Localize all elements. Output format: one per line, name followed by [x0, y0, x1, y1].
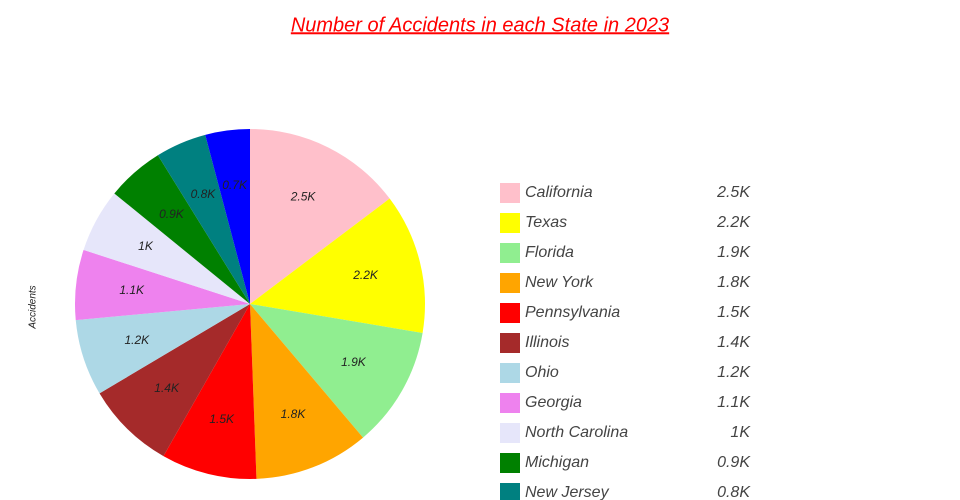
legend-label: New Jersey	[525, 484, 610, 500]
legend-label: Florida	[525, 244, 574, 261]
legend-swatch	[500, 243, 520, 263]
pie-slice	[250, 304, 423, 438]
legend-value: 2.2K	[716, 214, 751, 231]
legend-value: 0.9K	[717, 454, 751, 471]
legend-swatch	[500, 483, 520, 500]
legend-swatch	[500, 213, 520, 233]
legend-label: Texas	[525, 214, 567, 231]
pie-slice	[250, 129, 390, 304]
legend-swatch	[500, 183, 520, 203]
legend-label: Michigan	[525, 454, 589, 471]
legend-value: 1.5K	[717, 304, 751, 321]
legend-label: Georgia	[525, 394, 582, 411]
slice-label: 1.8K	[281, 407, 307, 421]
pie-slice	[157, 134, 250, 304]
slice-label: 1.1K	[119, 283, 145, 297]
legend-value: 1.8K	[717, 274, 751, 291]
legend-label: North Carolina	[525, 424, 628, 441]
legend-value: 1.9K	[717, 244, 751, 261]
legend-swatch	[500, 423, 520, 443]
legend-swatch	[500, 303, 520, 323]
y-axis-label: Accidents	[28, 285, 39, 329]
legend-label: Ohio	[525, 364, 559, 381]
slice-label: 2.2K	[352, 268, 379, 282]
chart-title: Number of Accidents in each State in 202…	[291, 14, 669, 36]
slice-label: 0.9K	[159, 207, 185, 221]
legend-label: Pennsylvania	[525, 304, 620, 321]
slice-label: 0.8K	[191, 187, 217, 201]
legend-swatch	[500, 393, 520, 413]
legend-label: New York	[525, 274, 594, 291]
legend-value: 1K	[730, 424, 751, 441]
pie-slice	[163, 304, 257, 479]
legend-swatch	[500, 363, 520, 383]
slice-label: 1K	[138, 239, 154, 253]
legend-value: 1.2K	[717, 364, 751, 381]
legend-value: 0.8K	[717, 484, 751, 500]
legend-swatch	[500, 453, 520, 473]
legend-value: 1.4K	[717, 334, 751, 351]
slice-label: 2.5K	[290, 190, 317, 204]
slice-label: 1.9K	[341, 355, 367, 369]
legend-swatch	[500, 333, 520, 353]
pie-slice	[250, 198, 426, 333]
legend-swatch	[500, 273, 520, 293]
pie-slice	[205, 129, 250, 304]
slice-label: 1.5K	[209, 412, 235, 426]
pie-slice	[75, 304, 250, 394]
pie-slice	[75, 249, 250, 321]
slice-label: 0.7K	[222, 178, 248, 192]
pie-slice	[250, 304, 364, 479]
legend-label: California	[525, 184, 593, 201]
pie-slice	[99, 304, 250, 457]
pie-slice	[114, 155, 251, 304]
legend-value: 1.1K	[717, 394, 751, 411]
slice-label: 1.2K	[124, 333, 150, 347]
legend-value: 2.5K	[716, 184, 751, 201]
legend-label: Illinois	[525, 334, 569, 351]
pie-slice	[83, 193, 250, 304]
slice-label: 1.4K	[154, 381, 180, 395]
